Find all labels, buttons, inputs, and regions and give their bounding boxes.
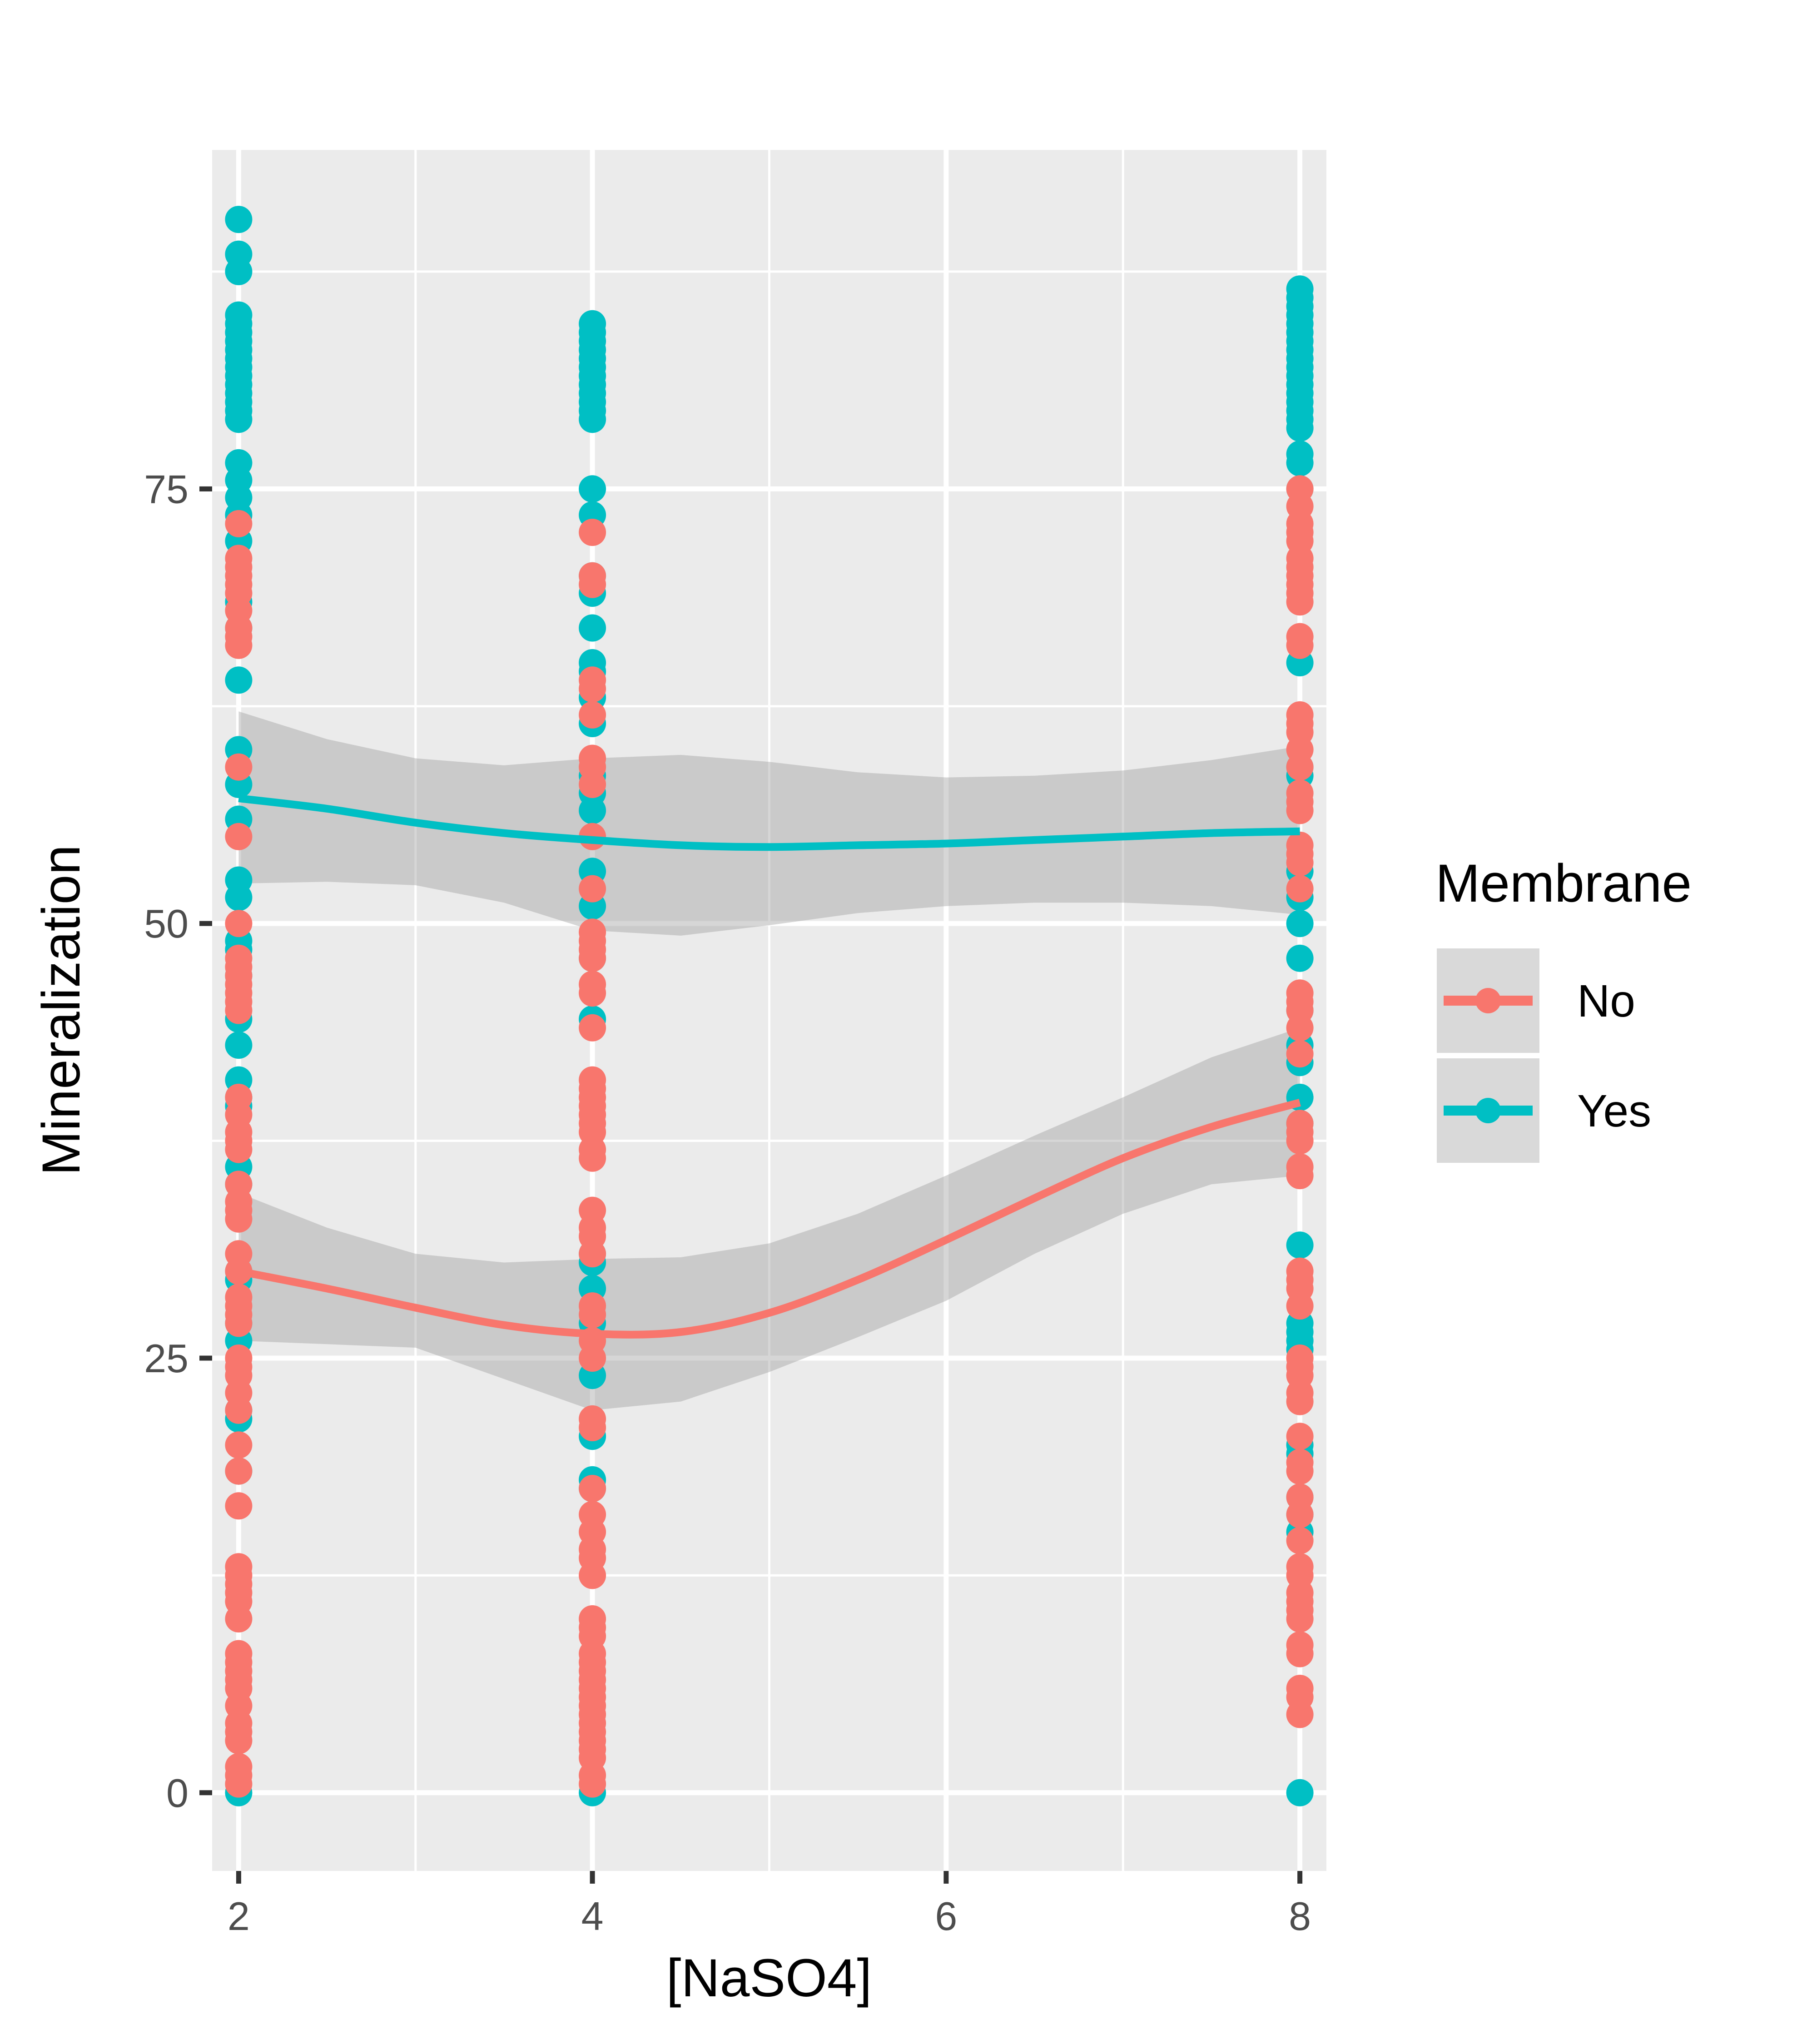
- data-point-yes: [225, 1032, 253, 1059]
- data-point-no: [579, 979, 606, 1007]
- data-point-no: [579, 701, 606, 729]
- data-point-no: [1286, 753, 1314, 781]
- data-point-yes: [225, 258, 253, 285]
- data-point-no: [1286, 1040, 1314, 1068]
- legend: Membrane No Yes: [1434, 853, 1692, 1166]
- data-point-no: [225, 1136, 253, 1163]
- data-point-no: [1286, 849, 1314, 877]
- data-point-no: [579, 675, 606, 703]
- data-point-no: [225, 631, 253, 659]
- data-point-no: [1286, 1640, 1314, 1667]
- data-point-yes: [225, 883, 253, 911]
- data-point-no: [1286, 797, 1314, 824]
- data-point-no: [1286, 875, 1314, 903]
- data-point-yes: [1286, 1231, 1314, 1259]
- data-point-no: [225, 510, 253, 537]
- data-point-no: [579, 1301, 606, 1329]
- data-point-no: [225, 1492, 253, 1520]
- data-point-no: [225, 1770, 253, 1798]
- data-point-no: [225, 1431, 253, 1459]
- data-point-no: [1286, 1014, 1314, 1042]
- data-point-no: [225, 1310, 253, 1337]
- data-point-no: [1286, 1605, 1314, 1632]
- legend-point-yes: [1475, 1098, 1501, 1123]
- data-point-yes: [579, 614, 606, 642]
- x-tick-label: 2: [228, 1894, 250, 1939]
- data-point-no: [225, 1396, 253, 1424]
- smooth-line-yes: [238, 794, 1300, 851]
- y-tick-label: 25: [144, 1336, 189, 1381]
- data-point-no: [1286, 1162, 1314, 1190]
- data-point-no: [579, 771, 606, 798]
- x-tick-label: 8: [1289, 1894, 1311, 1939]
- data-point-yes: [225, 406, 253, 433]
- data-point-no: [579, 1144, 606, 1172]
- data-points: [225, 206, 1314, 1806]
- data-point-no: [579, 944, 606, 972]
- data-point-no: [225, 1727, 253, 1754]
- x-axis-title: [NaSO4]: [666, 1948, 872, 2008]
- data-point-yes: [1286, 910, 1314, 938]
- legend-item-no: No: [1434, 946, 1635, 1056]
- confidence-ribbon-no: [238, 1027, 1300, 1410]
- data-point-no: [225, 823, 253, 850]
- data-point-no: [579, 1014, 606, 1042]
- data-point-no: [1286, 1527, 1314, 1554]
- y-tick-label: 75: [144, 466, 189, 511]
- data-point-no: [1286, 1388, 1314, 1415]
- data-point-yes: [225, 206, 253, 233]
- data-point-yes: [1286, 1779, 1314, 1806]
- data-point-no: [225, 997, 253, 1024]
- data-point-no: [1286, 1457, 1314, 1485]
- legend-point-no: [1475, 988, 1501, 1013]
- data-point-no: [1286, 588, 1314, 616]
- data-point-no: [579, 1240, 606, 1268]
- data-point-no: [579, 1562, 606, 1589]
- data-point-no: [579, 1414, 606, 1441]
- data-point-no: [225, 1605, 253, 1632]
- legend-item-yes: Yes: [1434, 1056, 1651, 1166]
- confidence-ribbons: [238, 711, 1300, 1410]
- data-point-no: [1286, 1701, 1314, 1728]
- data-point-no: [579, 1344, 606, 1372]
- data-point-no: [1286, 1423, 1314, 1450]
- data-point-no: [1286, 1127, 1314, 1155]
- data-point-no: [1286, 1292, 1314, 1320]
- legend-label-yes: Yes: [1577, 1086, 1651, 1136]
- data-point-no: [579, 571, 606, 598]
- data-point-no: [579, 1475, 606, 1502]
- data-point-yes: [579, 406, 606, 433]
- data-point-yes: [225, 666, 253, 694]
- data-point-no: [225, 1205, 253, 1233]
- data-point-no: [1286, 1501, 1314, 1528]
- smooth-line-no: [238, 1099, 1301, 1339]
- confidence-ribbon-yes: [238, 711, 1300, 936]
- legend-label-no: No: [1577, 976, 1635, 1027]
- data-point-no: [579, 519, 606, 546]
- data-point-yes: [579, 475, 606, 503]
- y-axis: 0 25 50 75: [144, 466, 212, 1816]
- y-tick-label: 50: [144, 901, 189, 946]
- data-point-yes: [1286, 944, 1314, 972]
- data-point-yes: [579, 797, 606, 824]
- y-axis-title: Mineralization: [31, 845, 91, 1176]
- data-point-no: [1286, 631, 1314, 659]
- data-point-no: [579, 875, 606, 903]
- x-tick-label: 4: [581, 1894, 604, 1939]
- smooth-lines: [238, 794, 1301, 1339]
- data-point-no: [225, 1457, 253, 1485]
- data-point-no: [579, 1770, 606, 1798]
- x-axis: 2 4 6 8: [228, 1871, 1311, 1939]
- legend-title: Membrane: [1435, 853, 1692, 913]
- y-tick-label: 0: [166, 1771, 189, 1816]
- data-point-no: [225, 910, 253, 938]
- data-point-yes: [1286, 449, 1314, 476]
- minor-gridlines: [212, 150, 1326, 1871]
- data-point-yes: [1286, 414, 1314, 442]
- data-point-no: [225, 753, 253, 781]
- x-tick-label: 6: [935, 1894, 957, 1939]
